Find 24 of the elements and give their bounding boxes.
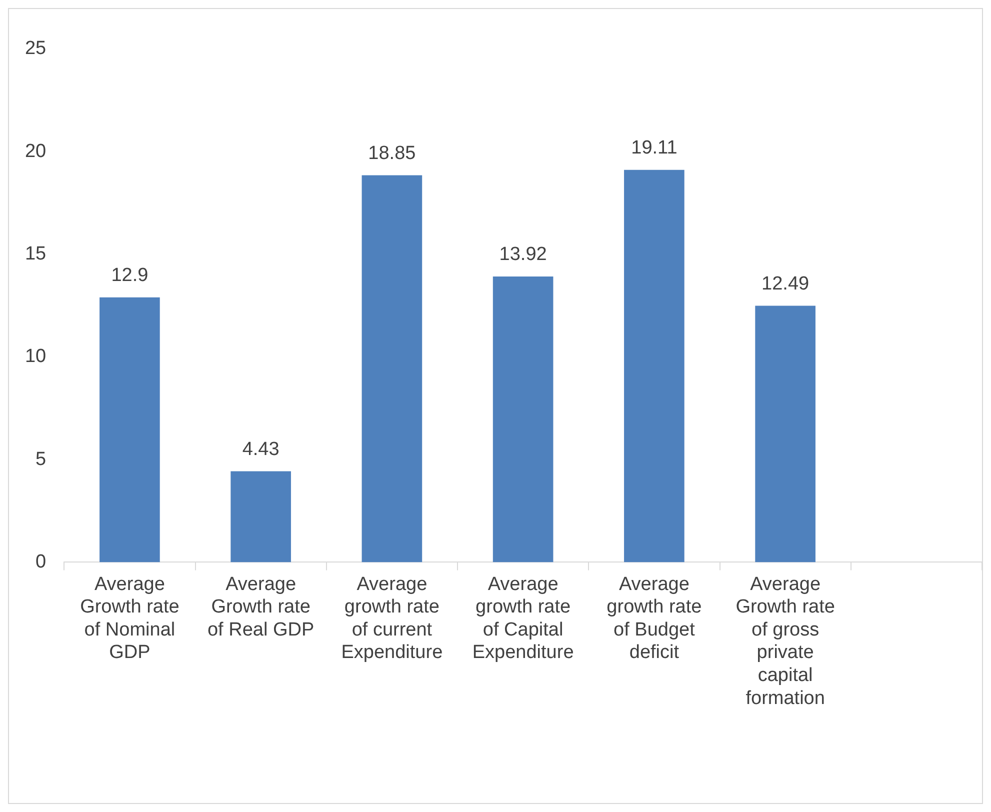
- x-tick-label: Average growth rate of current Expenditure: [341, 574, 443, 664]
- data-label: 12.49: [762, 274, 810, 295]
- x-tick-label: Average Growth rate of gross private capital formation: [736, 574, 835, 709]
- data-label: 18.85: [368, 142, 416, 164]
- y-tick-label: 0: [36, 551, 46, 572]
- x-tick-label: Average Growth rate of Nominal GDP: [80, 574, 180, 664]
- x-tick-label: Average Growth rate of Real GDP: [207, 574, 314, 640]
- bar: [492, 276, 554, 562]
- y-tick-label: 15: [24, 244, 46, 265]
- data-label: 4.43: [242, 438, 280, 460]
- y-tick-label: 20: [24, 140, 46, 162]
- data-label: 13.92: [499, 244, 547, 266]
- bar: [100, 297, 160, 562]
- bar: [362, 175, 422, 562]
- y-tick-label: 10: [24, 346, 46, 368]
- data-label: 19.11: [631, 138, 678, 159]
- y-tick-label: 25: [24, 38, 46, 60]
- y-tick-label: 5: [36, 448, 46, 470]
- bar: [624, 170, 684, 562]
- data-label: 12.9: [111, 265, 148, 286]
- x-tick-label: Average growth rate of Budget deficit: [606, 574, 702, 664]
- bar: [230, 471, 291, 562]
- bar: [755, 306, 816, 562]
- x-tick-label: Average growth rate of Capital Expenditure: [472, 574, 574, 664]
